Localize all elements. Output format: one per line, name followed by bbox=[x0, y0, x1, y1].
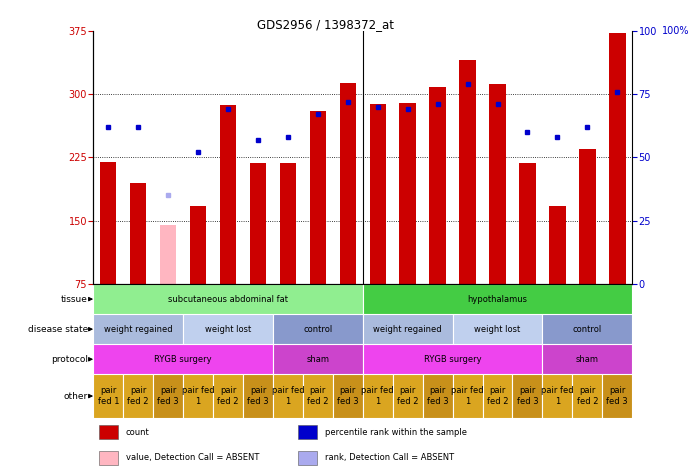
Text: pair
fed 3: pair fed 3 bbox=[427, 386, 448, 406]
Bar bbox=[99, 451, 117, 465]
Text: weight lost: weight lost bbox=[205, 325, 251, 334]
Bar bbox=[280, 164, 296, 284]
Bar bbox=[273, 344, 363, 374]
Bar bbox=[363, 374, 392, 418]
Bar bbox=[482, 374, 513, 418]
Bar bbox=[603, 374, 632, 418]
Bar bbox=[339, 83, 356, 284]
Bar bbox=[423, 374, 453, 418]
Text: weight regained: weight regained bbox=[373, 325, 442, 334]
Bar bbox=[273, 314, 363, 344]
Text: percentile rank within the sample: percentile rank within the sample bbox=[325, 428, 467, 437]
Text: pair
fed 2: pair fed 2 bbox=[307, 386, 329, 406]
Text: hypothalamus: hypothalamus bbox=[468, 295, 527, 304]
Text: disease state: disease state bbox=[28, 325, 88, 334]
Text: weight lost: weight lost bbox=[475, 325, 520, 334]
Text: other: other bbox=[64, 392, 88, 401]
Text: rank, Detection Call = ABSENT: rank, Detection Call = ABSENT bbox=[325, 454, 454, 463]
Bar bbox=[572, 374, 603, 418]
Bar bbox=[399, 102, 416, 284]
Text: pair
fed 2: pair fed 2 bbox=[576, 386, 598, 406]
Bar bbox=[249, 164, 266, 284]
Text: tissue: tissue bbox=[61, 295, 88, 304]
Text: RYGB surgery: RYGB surgery bbox=[154, 355, 212, 364]
Bar bbox=[542, 344, 632, 374]
Bar bbox=[609, 33, 625, 284]
Text: pair
fed 2: pair fed 2 bbox=[217, 386, 239, 406]
Text: subcutaneous abdominal fat: subcutaneous abdominal fat bbox=[168, 295, 288, 304]
Text: control: control bbox=[303, 325, 332, 334]
Bar bbox=[519, 164, 536, 284]
Bar bbox=[303, 374, 333, 418]
Text: RYGB surgery: RYGB surgery bbox=[424, 355, 482, 364]
Bar bbox=[363, 284, 632, 314]
Text: pair fed
1: pair fed 1 bbox=[272, 386, 304, 406]
Text: pair
fed 2: pair fed 2 bbox=[397, 386, 419, 406]
Text: pair fed
1: pair fed 1 bbox=[541, 386, 574, 406]
Bar bbox=[310, 111, 326, 284]
Bar bbox=[363, 344, 542, 374]
Text: pair
fed 2: pair fed 2 bbox=[486, 386, 509, 406]
Text: pair
fed 2: pair fed 2 bbox=[127, 386, 149, 406]
Bar bbox=[392, 374, 423, 418]
Y-axis label: 100%: 100% bbox=[662, 26, 689, 36]
Bar bbox=[190, 206, 207, 284]
Bar bbox=[93, 314, 183, 344]
Bar bbox=[100, 162, 117, 284]
Bar bbox=[93, 284, 363, 314]
Text: pair fed
1: pair fed 1 bbox=[451, 386, 484, 406]
Text: pair
fed 3: pair fed 3 bbox=[517, 386, 538, 406]
Bar bbox=[513, 374, 542, 418]
Text: weight regained: weight regained bbox=[104, 325, 173, 334]
Bar bbox=[99, 425, 117, 439]
Bar bbox=[363, 314, 453, 344]
Text: count: count bbox=[126, 428, 149, 437]
Bar bbox=[333, 374, 363, 418]
Bar bbox=[549, 206, 566, 284]
Text: pair
fed 3: pair fed 3 bbox=[607, 386, 628, 406]
Bar bbox=[453, 314, 542, 344]
Bar bbox=[273, 374, 303, 418]
Text: sham: sham bbox=[306, 355, 330, 364]
Text: protocol: protocol bbox=[51, 355, 88, 364]
Bar bbox=[160, 225, 176, 284]
Bar bbox=[542, 314, 632, 344]
Bar bbox=[213, 374, 243, 418]
Text: sham: sham bbox=[576, 355, 599, 364]
Text: pair fed
1: pair fed 1 bbox=[361, 386, 394, 406]
Bar bbox=[489, 84, 506, 284]
Bar bbox=[123, 374, 153, 418]
Bar bbox=[542, 374, 572, 418]
Text: pair
fed 3: pair fed 3 bbox=[247, 386, 269, 406]
Text: pair
fed 3: pair fed 3 bbox=[337, 386, 359, 406]
Text: pair
fed 3: pair fed 3 bbox=[158, 386, 179, 406]
Bar bbox=[93, 344, 273, 374]
Bar bbox=[298, 451, 317, 465]
Bar bbox=[579, 149, 596, 284]
Text: pair fed
1: pair fed 1 bbox=[182, 386, 214, 406]
Text: pair
fed 1: pair fed 1 bbox=[97, 386, 119, 406]
Title: GDS2956 / 1398372_at: GDS2956 / 1398372_at bbox=[256, 18, 394, 31]
Bar bbox=[298, 425, 317, 439]
Bar bbox=[243, 374, 273, 418]
Bar bbox=[460, 60, 476, 284]
Text: control: control bbox=[573, 325, 602, 334]
Bar bbox=[429, 87, 446, 284]
Bar bbox=[130, 183, 146, 284]
Bar bbox=[453, 374, 482, 418]
Bar bbox=[183, 314, 273, 344]
Text: value, Detection Call = ABSENT: value, Detection Call = ABSENT bbox=[126, 454, 259, 463]
Bar bbox=[183, 374, 213, 418]
Bar bbox=[153, 374, 183, 418]
Bar bbox=[220, 105, 236, 284]
Bar bbox=[370, 104, 386, 284]
Bar bbox=[93, 374, 123, 418]
